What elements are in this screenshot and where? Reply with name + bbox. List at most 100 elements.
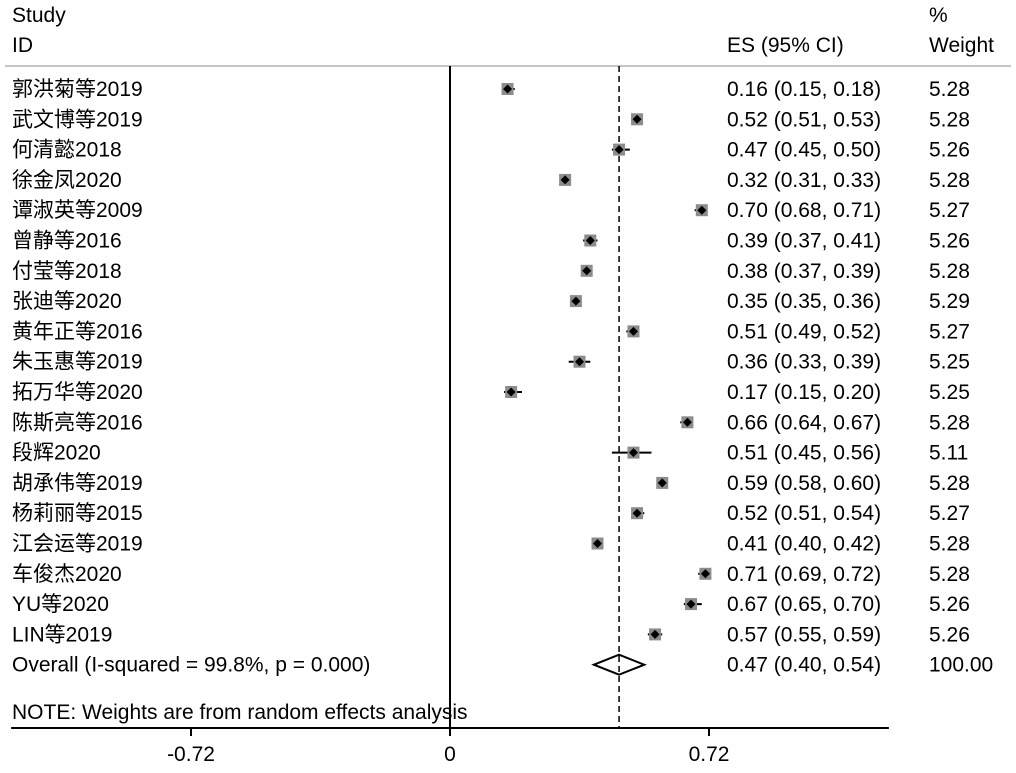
header-study: Study (12, 4, 66, 27)
study-row: 谭淑英等2009 0.70 (0.68, 0.71) 5.27 (12, 199, 970, 222)
effect-size-text: 0.32 (0.31, 0.33) (727, 169, 881, 192)
effect-size-text: 0.17 (0.15, 0.20) (727, 381, 881, 404)
study-row: 段辉2020 0.51 (0.45, 0.56) 5.11 (12, 442, 968, 465)
point-estimate (582, 266, 592, 276)
overall-row: Overall (I-squared = 99.8%, p = 0.000) 0.… (12, 653, 993, 677)
point-estimate (682, 417, 692, 427)
weight-text: 5.27 (929, 199, 970, 222)
study-row: 付莹等2018 0.38 (0.37, 0.39) 5.28 (12, 260, 970, 283)
x-tick-label: 0 (444, 743, 456, 766)
point-estimate (560, 175, 570, 185)
effect-size-text: 0.36 (0.33, 0.39) (727, 351, 881, 374)
effect-size-text: 0.59 (0.58, 0.60) (727, 472, 881, 495)
effect-size-text: 0.39 (0.37, 0.41) (727, 230, 881, 253)
point-estimate (657, 478, 667, 488)
point-estimate (628, 326, 638, 336)
study-row: 武文博等2019 0.52 (0.51, 0.53) 5.28 (12, 108, 970, 131)
study-row: 车俊杰2020 0.71 (0.69, 0.72) 5.28 (12, 563, 970, 586)
study-row: 胡承伟等2019 0.59 (0.58, 0.60) 5.28 (12, 472, 970, 495)
point-estimate (697, 205, 707, 215)
note-text: NOTE: Weights are from random effects an… (12, 701, 468, 724)
study-row: 何清懿2018 0.47 (0.45, 0.50) 5.26 (12, 139, 970, 162)
weight-text: 5.28 (929, 169, 970, 192)
point-estimate (585, 236, 595, 245)
weight-text: 5.26 (929, 593, 970, 616)
effect-size-text: 0.70 (0.68, 0.71) (727, 199, 881, 222)
study-label: YU等2020 (12, 593, 109, 616)
study-label: 谭淑英等2009 (12, 199, 143, 222)
study-label: 段辉2020 (12, 442, 101, 465)
plot-header: Study ID ES (95% CI) % Weight (12, 4, 994, 57)
weight-text: 5.28 (929, 108, 970, 131)
effect-size-text: 0.52 (0.51, 0.53) (727, 108, 881, 131)
effect-size-text: 0.41 (0.40, 0.42) (727, 533, 881, 556)
effect-size-text: 0.47 (0.45, 0.50) (727, 139, 881, 162)
study-label: LIN等2019 (12, 623, 112, 646)
study-label: 拓万华等2020 (12, 381, 143, 404)
header-id: ID (12, 34, 33, 57)
study-row: 黄年正等2016 0.51 (0.49, 0.52) 5.27 (12, 320, 970, 343)
study-row: 拓万华等2020 0.17 (0.15, 0.20) 5.25 (12, 381, 970, 404)
x-tick-label: 0.72 (689, 743, 730, 766)
header-es: ES (95% CI) (727, 34, 844, 57)
point-estimate (592, 539, 602, 548)
point-estimate (503, 84, 513, 94)
study-row: 陈斯亮等2016 0.66 (0.64, 0.67) 5.28 (12, 411, 970, 434)
point-estimate (632, 508, 642, 518)
weight-text: 5.26 (929, 623, 970, 646)
point-estimate (628, 448, 638, 458)
study-row: 朱玉惠等2019 0.36 (0.33, 0.39) 5.25 (12, 351, 970, 374)
study-rows: 郭洪菊等2019 0.16 (0.15, 0.18) 5.28 武文博等2019 0.5… (12, 78, 970, 646)
effect-size-text: 0.71 (0.69, 0.72) (727, 563, 881, 586)
study-row: 江会运等2019 0.41 (0.40, 0.42) 5.28 (12, 533, 970, 556)
study-row: 曾静等2016 0.39 (0.37, 0.41) 5.26 (12, 230, 970, 253)
weight-text: 5.25 (929, 351, 970, 374)
effect-size-text: 0.57 (0.55, 0.59) (727, 623, 881, 646)
study-row: 徐金凤2020 0.32 (0.31, 0.33) 5.28 (12, 169, 970, 192)
effect-size-text: 0.16 (0.15, 0.18) (727, 78, 881, 101)
weight-text: 5.28 (929, 472, 970, 495)
study-label: 陈斯亮等2016 (12, 411, 143, 434)
effect-size-text: 0.38 (0.37, 0.39) (727, 260, 881, 283)
study-row: 郭洪菊等2019 0.16 (0.15, 0.18) 5.28 (12, 78, 970, 101)
weight-text: 5.11 (929, 442, 968, 465)
study-row: LIN等2019 0.57 (0.55, 0.59) 5.26 (12, 623, 970, 646)
study-label: 付莹等2018 (12, 260, 122, 283)
overall-diamond (591, 653, 647, 676)
overall-label: Overall (I-squared = 99.8%, p = 0.000) (12, 654, 370, 677)
point-estimate (506, 387, 516, 397)
study-row: YU等2020 0.67 (0.65, 0.70) 5.26 (12, 593, 970, 616)
weight-text: 5.27 (929, 320, 970, 343)
point-estimate (575, 357, 584, 367)
effect-size-text: 0.35 (0.35, 0.36) (727, 290, 881, 313)
point-estimate (632, 114, 642, 124)
point-estimate (686, 599, 696, 609)
study-label: 江会运等2019 (12, 533, 143, 556)
weight-text: 5.27 (929, 502, 970, 525)
weight-text: 5.28 (929, 411, 970, 434)
study-row: 张迪等2020 0.35 (0.35, 0.36) 5.29 (12, 290, 970, 313)
effect-size-text: 0.51 (0.45, 0.56) (727, 442, 881, 465)
weight-text: 5.28 (929, 533, 970, 556)
point-estimate (571, 296, 581, 306)
study-label: 何清懿2018 (12, 139, 122, 162)
weight-text: 5.28 (929, 78, 970, 101)
point-estimate (700, 569, 710, 579)
effect-size-text: 0.66 (0.64, 0.67) (727, 411, 881, 434)
point-estimate (650, 629, 660, 639)
weight-text: 5.25 (929, 381, 970, 404)
x-tick-label: -0.72 (167, 743, 215, 766)
study-label: 张迪等2020 (12, 290, 122, 313)
effect-size-text: 0.67 (0.65, 0.70) (727, 593, 881, 616)
weight-text: 5.26 (929, 230, 970, 253)
study-label: 车俊杰2020 (12, 563, 122, 586)
x-axis: -0.72 0 0.72 (11, 727, 889, 766)
effect-size-text: 0.52 (0.51, 0.54) (727, 502, 881, 525)
study-label: 杨莉丽等2015 (12, 502, 143, 525)
header-percent: % (929, 4, 948, 27)
header-weight: Weight (929, 34, 994, 57)
overall-weight-text: 100.00 (929, 654, 993, 677)
weight-text: 5.28 (929, 260, 970, 283)
study-row: 杨莉丽等2015 0.52 (0.51, 0.54) 5.27 (12, 502, 970, 525)
